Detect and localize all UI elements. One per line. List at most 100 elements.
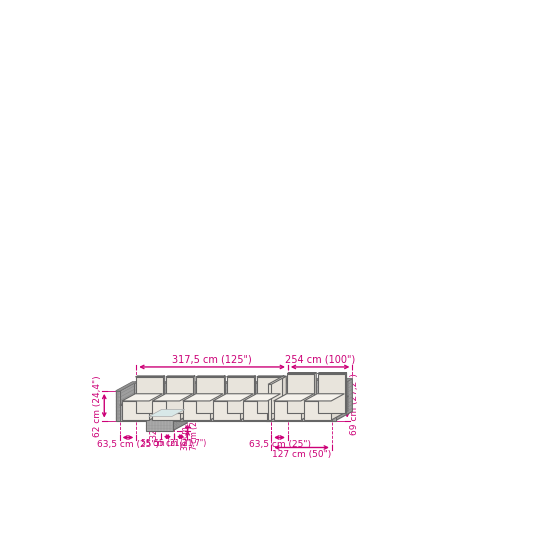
Polygon shape [120, 405, 150, 421]
Text: 317,5 cm (125"): 317,5 cm (125") [172, 355, 252, 365]
Text: 62 cm (24,4"): 62 cm (24,4") [93, 375, 102, 436]
Polygon shape [301, 396, 348, 405]
Polygon shape [179, 414, 184, 415]
Polygon shape [266, 391, 271, 421]
Polygon shape [315, 379, 348, 380]
Polygon shape [274, 411, 276, 420]
Polygon shape [180, 396, 227, 405]
Polygon shape [241, 396, 288, 405]
Polygon shape [224, 376, 225, 413]
Polygon shape [271, 382, 288, 421]
Polygon shape [257, 376, 284, 377]
Polygon shape [173, 409, 187, 431]
Polygon shape [197, 403, 200, 413]
Polygon shape [160, 403, 164, 413]
Polygon shape [227, 376, 255, 377]
Polygon shape [255, 382, 288, 383]
Polygon shape [164, 382, 167, 413]
Polygon shape [164, 402, 165, 413]
Polygon shape [346, 379, 348, 413]
Polygon shape [211, 396, 258, 405]
Polygon shape [285, 380, 315, 413]
Polygon shape [149, 394, 163, 420]
Polygon shape [271, 376, 286, 420]
Text: 69 cm (27,2"): 69 cm (27,2") [349, 373, 359, 435]
Polygon shape [276, 410, 279, 420]
Polygon shape [180, 394, 193, 420]
Polygon shape [307, 410, 309, 420]
Polygon shape [227, 402, 232, 403]
Polygon shape [200, 402, 201, 413]
Polygon shape [116, 382, 136, 391]
Polygon shape [122, 410, 127, 411]
Polygon shape [211, 396, 227, 421]
Polygon shape [332, 396, 348, 421]
Polygon shape [152, 401, 180, 420]
Polygon shape [321, 402, 323, 413]
Polygon shape [255, 382, 258, 413]
Polygon shape [207, 410, 212, 411]
Polygon shape [345, 373, 347, 413]
Polygon shape [163, 414, 165, 424]
Polygon shape [332, 388, 336, 421]
Polygon shape [136, 402, 141, 403]
Polygon shape [255, 383, 285, 413]
Polygon shape [134, 382, 167, 383]
Polygon shape [282, 376, 284, 413]
Polygon shape [287, 373, 316, 374]
Polygon shape [328, 410, 333, 411]
Polygon shape [139, 402, 141, 413]
Polygon shape [237, 411, 240, 420]
Polygon shape [134, 383, 164, 413]
Polygon shape [251, 403, 254, 413]
Polygon shape [271, 396, 318, 405]
Polygon shape [225, 382, 258, 383]
Polygon shape [136, 403, 139, 413]
Polygon shape [211, 405, 241, 421]
Polygon shape [271, 405, 301, 421]
Polygon shape [146, 411, 149, 420]
Polygon shape [331, 410, 333, 420]
Polygon shape [136, 377, 163, 413]
Polygon shape [213, 401, 240, 420]
Polygon shape [225, 382, 227, 413]
Polygon shape [166, 402, 171, 403]
Polygon shape [267, 394, 280, 420]
Polygon shape [160, 415, 163, 424]
Polygon shape [304, 401, 331, 420]
Polygon shape [150, 420, 155, 421]
Polygon shape [120, 396, 167, 405]
Polygon shape [304, 411, 307, 420]
Polygon shape [274, 394, 314, 401]
Polygon shape [315, 402, 316, 413]
Polygon shape [301, 396, 318, 421]
Polygon shape [180, 410, 181, 420]
Polygon shape [194, 383, 225, 413]
Text: 254 cm (100"): 254 cm (100") [285, 355, 355, 365]
Polygon shape [179, 415, 182, 424]
Text: 127 cm (50"): 127 cm (50") [272, 450, 331, 459]
Text: 36 cm (14,2"): 36 cm (14,2") [181, 397, 190, 450]
Polygon shape [125, 410, 127, 420]
Polygon shape [221, 402, 226, 403]
Polygon shape [285, 379, 318, 380]
Polygon shape [254, 376, 255, 413]
Polygon shape [191, 402, 195, 403]
Polygon shape [230, 402, 232, 413]
Text: 63,5 cm (25"): 63,5 cm (25") [248, 440, 310, 449]
Text: 55 cm (21,7"): 55 cm (21,7") [154, 439, 207, 448]
Polygon shape [237, 410, 242, 411]
Polygon shape [150, 421, 153, 430]
Polygon shape [298, 410, 302, 411]
Polygon shape [336, 379, 352, 421]
Polygon shape [328, 411, 331, 420]
Polygon shape [213, 394, 253, 401]
Polygon shape [166, 403, 170, 413]
Polygon shape [241, 405, 271, 421]
Polygon shape [116, 391, 120, 421]
Polygon shape [149, 410, 151, 420]
Polygon shape [257, 377, 282, 413]
Polygon shape [332, 379, 352, 388]
Polygon shape [172, 420, 173, 430]
Polygon shape [342, 403, 345, 413]
